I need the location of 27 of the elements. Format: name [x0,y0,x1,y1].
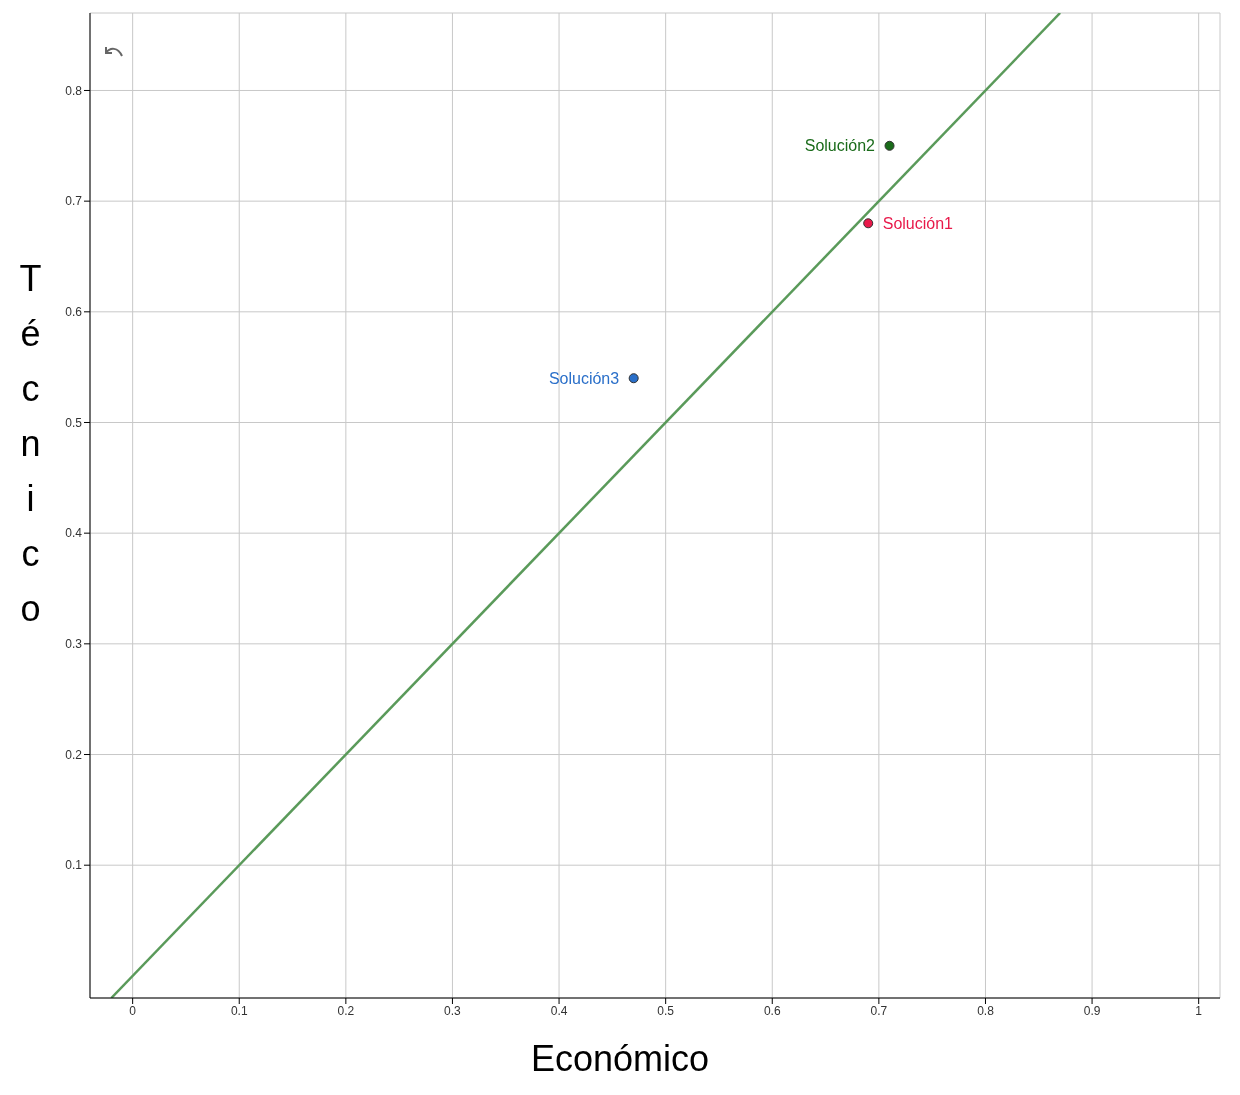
y-tick-label: 0.5 [65,415,83,430]
y-tick-label: 0.4 [65,526,83,541]
x-tick-label: 0 [129,1003,137,1018]
y-tick-label: 0.6 [65,305,83,320]
x-tick-label: 1 [1195,1003,1203,1018]
x-tick-label: 0.7 [870,1003,888,1018]
x-tick-label: 0.3 [444,1003,462,1018]
point [628,373,639,384]
x-tick-label: 0.9 [1083,1003,1101,1018]
x-tick-label: 0.4 [550,1003,568,1018]
x-tick-label: 0.8 [977,1003,995,1018]
x-tick-label: 0.1 [230,1003,248,1018]
series-label: Solución2 [804,137,876,155]
x-tick-label: 0.6 [763,1003,781,1018]
point [884,140,895,151]
x-tick-label: 0.5 [657,1003,675,1018]
y-tick-label: 0.2 [65,747,83,762]
y-tick-label: 0.8 [65,83,83,98]
series-label: Solución1 [882,214,954,232]
y-tick-label: 0.1 [65,858,83,873]
x-tick-label: 0.2 [337,1003,355,1018]
y-tick-label: 0.3 [65,637,83,652]
y-tick-label: 0.7 [65,194,83,209]
series-label: Solución3 [548,369,620,387]
point [863,218,874,229]
y-axis-title: Técnico [10,258,51,643]
x-axis-title: Económico [529,1038,711,1080]
